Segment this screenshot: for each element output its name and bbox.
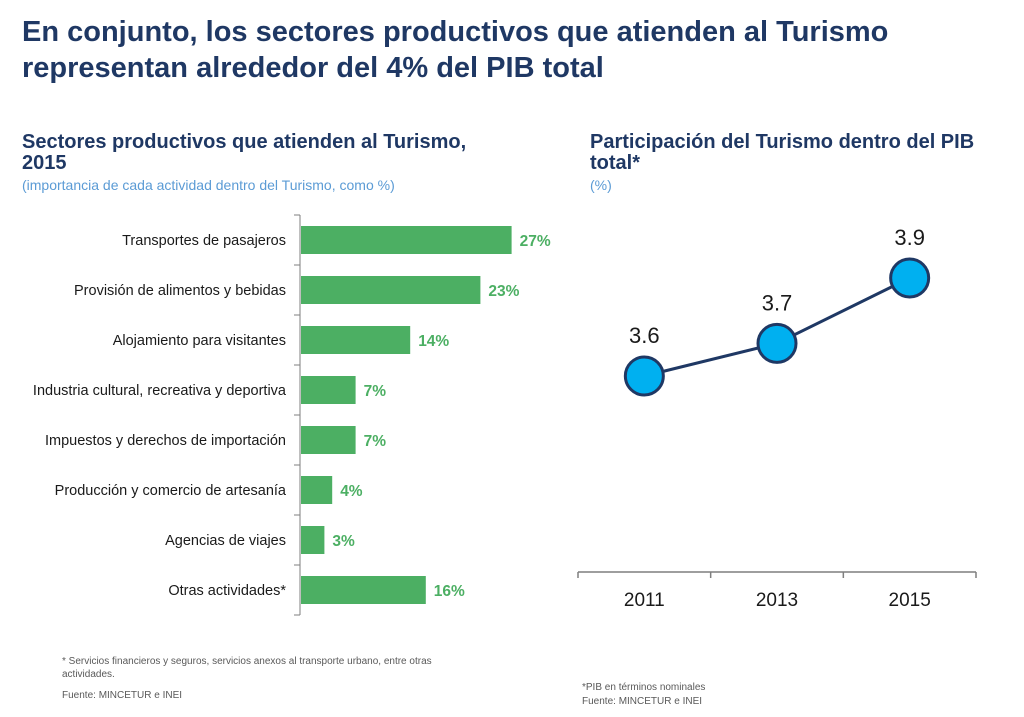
line-chart-title: Participación del Turismo dentro del PIB… (590, 131, 975, 174)
data-point-label: 3.7 (762, 290, 793, 315)
bar-category-label: Otras actividades* (168, 583, 286, 599)
bar (301, 276, 481, 304)
data-point-label: 3.6 (629, 323, 660, 348)
bar-chart-source: Fuente: MINCETUR e INEI (62, 690, 183, 701)
bar-category-label: Agencias de viajes (165, 533, 286, 549)
bar-value-label: 14% (418, 333, 449, 350)
data-point-marker (889, 257, 931, 299)
bar (301, 226, 512, 254)
bar (301, 376, 356, 404)
bar-category-label: Impuestos y derechos de importación (45, 433, 286, 449)
bar-category-label: Transportes de pasajeros (122, 233, 286, 249)
bar-value-label: 3% (332, 533, 355, 550)
bar (301, 526, 325, 554)
bar-category-label: Producción y comercio de artesanía (55, 483, 287, 499)
line-x-tick-label: 2011 (624, 590, 665, 611)
page-title: En conjunto, los sectores productivos qu… (22, 16, 889, 84)
bar-chart-footnote: * Servicios financieros y seguros, servi… (62, 656, 432, 680)
bar-value-label: 7% (364, 383, 387, 400)
line-chart-footnote: *PIB en términos nominales (582, 682, 706, 693)
bar-chart-subtitle: (importancia de cada actividad dentro de… (22, 177, 395, 193)
bar-value-label: 27% (520, 233, 551, 250)
line-chart-subtitle: (%) (590, 177, 612, 193)
bar-value-label: 4% (340, 483, 363, 500)
bar (301, 476, 333, 504)
bar-value-label: 16% (434, 583, 465, 600)
bar (301, 326, 411, 354)
bar-category-label: Alojamiento para visitantes (113, 333, 286, 349)
bar-category-label: Industria cultural, recreativa y deporti… (33, 383, 287, 399)
line-x-tick-label: 2013 (756, 590, 798, 611)
bar (301, 426, 356, 454)
bar (301, 576, 426, 604)
line-x-tick-label: 2015 (889, 590, 931, 611)
data-point-label: 3.9 (894, 225, 925, 250)
bar-chart-title: Sectores productivos que atienden al Tur… (22, 131, 467, 174)
bar-category-label: Provisión de alimentos y bebidas (74, 283, 286, 299)
data-point-marker (623, 355, 665, 397)
data-point-marker (756, 322, 798, 364)
bar-value-label: 23% (488, 283, 519, 300)
line-chart-source: Fuente: MINCETUR e INEI (582, 696, 703, 707)
bar-value-label: 7% (364, 433, 387, 450)
